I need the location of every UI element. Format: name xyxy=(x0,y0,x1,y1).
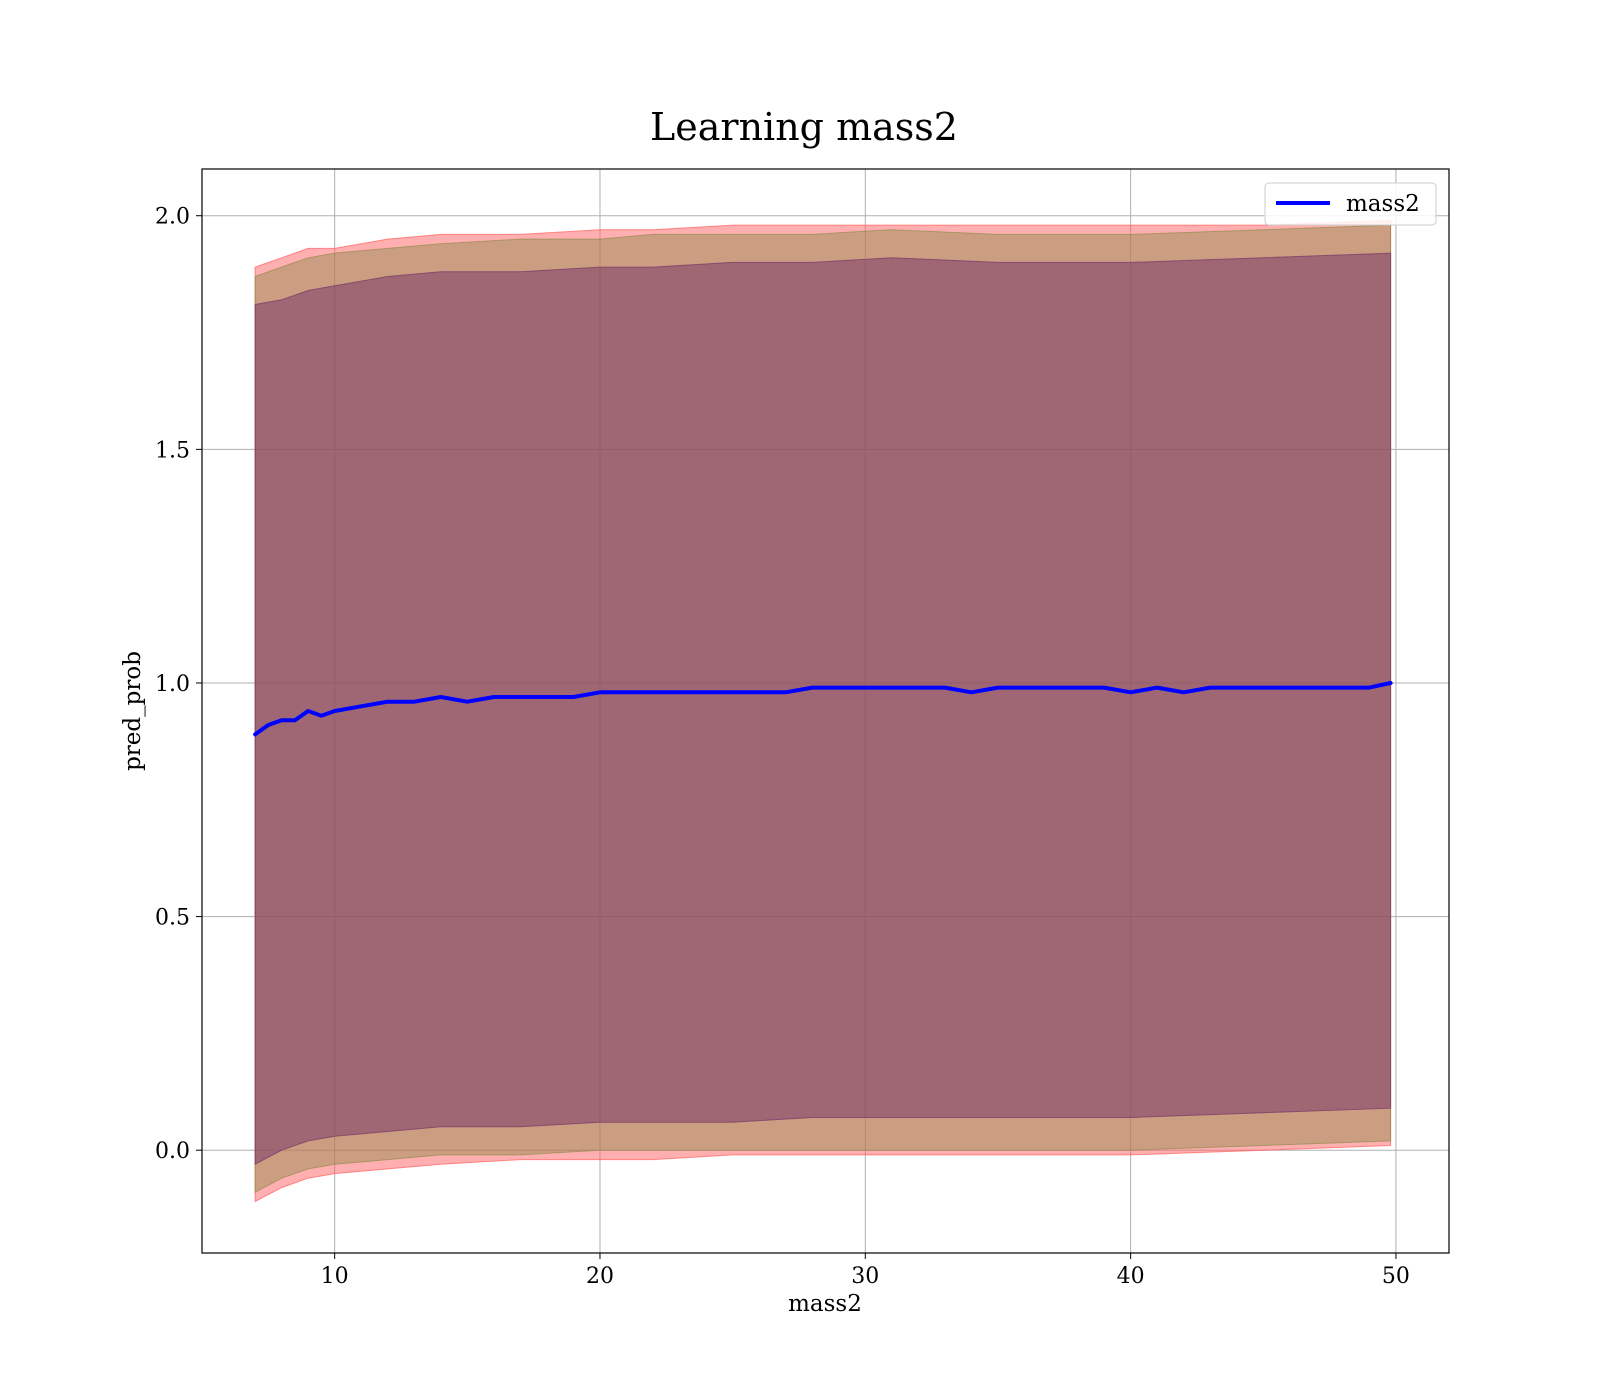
confidence-bands xyxy=(254,219,1392,1203)
x-tick-label: 50 xyxy=(1382,1264,1410,1289)
legend: mass2 xyxy=(1264,182,1437,226)
y-tick-label: 0.5 xyxy=(155,906,190,931)
plot-frame xyxy=(201,168,1450,1254)
y-tick-label: 1.0 xyxy=(155,672,190,697)
x-tick-label: 40 xyxy=(1117,1264,1145,1289)
x-tick-label: 10 xyxy=(321,1264,349,1289)
y-axis-label: pred_prob xyxy=(120,651,146,771)
y-tick-label: 1.5 xyxy=(155,438,190,463)
x-tick-label: 20 xyxy=(586,1264,614,1289)
y-tick-label: 0.0 xyxy=(155,1139,190,1164)
x-axis-label: mass2 xyxy=(788,1291,862,1317)
x-tick-label: 30 xyxy=(851,1264,879,1289)
chart-title: Learning mass2 xyxy=(650,105,958,149)
series-line-mass2 xyxy=(253,681,1393,737)
series-lines xyxy=(253,681,1393,737)
confidence-band-3 xyxy=(254,252,1392,1166)
y-tick-label: 2.0 xyxy=(155,205,190,230)
legend-frame xyxy=(1264,182,1437,226)
legend-label-mass2: mass2 xyxy=(1346,191,1420,217)
axis-ticks: 10 20 30 40 50 0.0 0.5 1.0 1.5 2.0 xyxy=(155,205,1410,1289)
